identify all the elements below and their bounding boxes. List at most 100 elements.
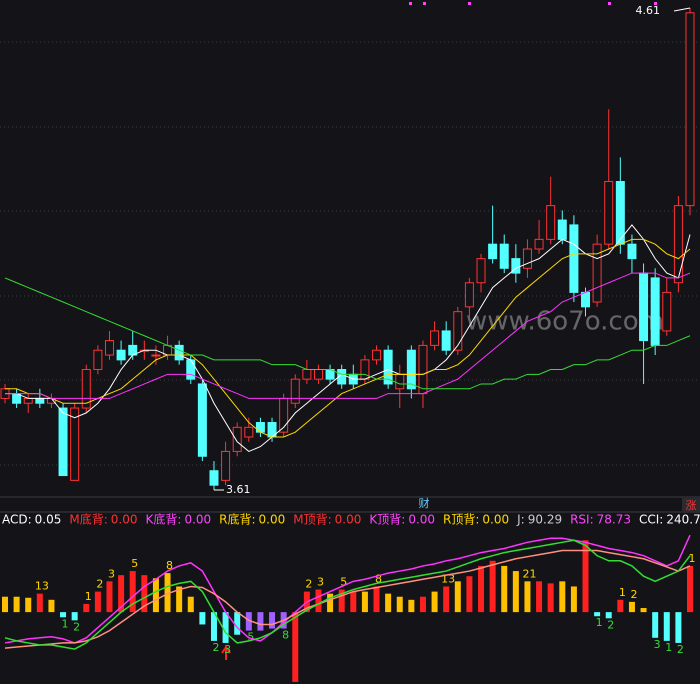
legend-value: 240.75 <box>666 513 700 527</box>
candle-body <box>255 422 265 433</box>
bar-label: 2 <box>96 578 103 591</box>
bar <box>663 612 670 641</box>
bar <box>176 586 183 613</box>
candle-body <box>604 181 614 245</box>
candle-body <box>151 354 161 357</box>
bar <box>350 591 357 613</box>
bar-label: 1 <box>619 586 626 599</box>
badge-bg <box>682 498 700 512</box>
legend-name: J: <box>516 513 525 527</box>
bar <box>71 612 78 621</box>
candle-body <box>23 397 33 404</box>
candle-body <box>522 248 532 269</box>
moving-average <box>4 277 691 390</box>
bar <box>94 591 101 613</box>
legend-value: 0.00 <box>111 513 138 527</box>
bar-label: 5 <box>131 557 138 570</box>
bar-label: 21 <box>522 567 536 580</box>
legend-name: RSI: <box>570 513 594 527</box>
indicator-line <box>4 539 691 650</box>
bar-label: 3 <box>654 638 661 651</box>
candle-body <box>546 205 556 240</box>
grid <box>0 41 700 466</box>
candle-body <box>534 238 544 250</box>
candle-body <box>360 359 370 380</box>
candle-body <box>581 291 591 308</box>
bar <box>164 573 171 613</box>
bar <box>385 593 392 613</box>
candle-body <box>302 369 312 380</box>
candle-body <box>464 282 474 308</box>
bar <box>187 596 194 613</box>
dot <box>423 2 426 5</box>
dot <box>468 2 471 5</box>
bar-label: 2 <box>212 641 219 654</box>
candle-body <box>337 369 347 385</box>
bar <box>60 612 67 618</box>
bar <box>292 612 299 682</box>
bar-label: 3 <box>224 643 231 656</box>
candle-body <box>685 12 695 207</box>
badge: 涨 <box>686 499 697 512</box>
candle-body <box>104 340 114 356</box>
bar <box>501 565 508 613</box>
candle-body <box>35 397 45 404</box>
bar <box>524 581 531 613</box>
bar-label: 2 <box>677 643 684 656</box>
legend-value: 0.00 <box>184 513 211 527</box>
bar <box>419 596 426 613</box>
legend-name: ACD: <box>2 513 32 527</box>
indicator-line <box>4 549 691 649</box>
candle-body <box>93 349 103 371</box>
bar <box>152 578 159 613</box>
bar <box>118 575 125 613</box>
bar <box>559 581 566 613</box>
moving-average <box>5 224 691 453</box>
bar <box>257 612 264 631</box>
legend-value: 90.29 <box>528 513 562 527</box>
candle-body <box>221 450 231 481</box>
bar-label: 3 <box>108 567 115 580</box>
bar-label: 2 <box>607 618 614 631</box>
candle-body <box>290 378 300 404</box>
bar <box>547 583 554 613</box>
bar-label: 2 <box>73 620 80 633</box>
annotation-arrow <box>673 7 691 12</box>
candle-body <box>81 369 91 409</box>
annotation: 3.61 <box>226 483 251 496</box>
candle-body <box>244 426 254 438</box>
dot <box>409 2 412 5</box>
bar <box>443 586 450 613</box>
legend-name: CCI: <box>639 513 663 527</box>
bar <box>141 575 148 613</box>
bar <box>652 612 659 638</box>
annotation: 4.61 <box>636 4 661 17</box>
legend-value: 0.00 <box>408 513 435 527</box>
bar-label: 3 <box>317 576 324 589</box>
bar <box>489 560 496 613</box>
candle-body <box>383 349 393 385</box>
bar <box>466 576 473 613</box>
legend-value: 0.00 <box>482 513 509 527</box>
bar-label: 1 <box>596 616 603 629</box>
legend-name: R底背: <box>219 512 255 527</box>
bar-label: 1 <box>85 590 92 603</box>
candle-body <box>430 330 440 346</box>
bar-label: 8 <box>166 559 173 572</box>
bar <box>628 601 635 613</box>
legend-name: M顶背: <box>293 513 331 527</box>
bar-label: 5 <box>247 631 254 644</box>
bar <box>315 589 322 613</box>
bar <box>48 599 55 613</box>
bar <box>210 612 217 641</box>
legend-name: M底背: <box>69 512 107 527</box>
dot <box>654 2 657 5</box>
legend-value: 0.00 <box>335 513 362 527</box>
bar-label: 13 <box>35 580 49 593</box>
bar-label: 5 <box>340 576 347 589</box>
bar-label: 2 <box>630 588 637 601</box>
bar <box>373 586 380 613</box>
bar <box>478 565 485 613</box>
legend-name: K顶背: <box>369 513 405 527</box>
bar <box>13 596 20 613</box>
